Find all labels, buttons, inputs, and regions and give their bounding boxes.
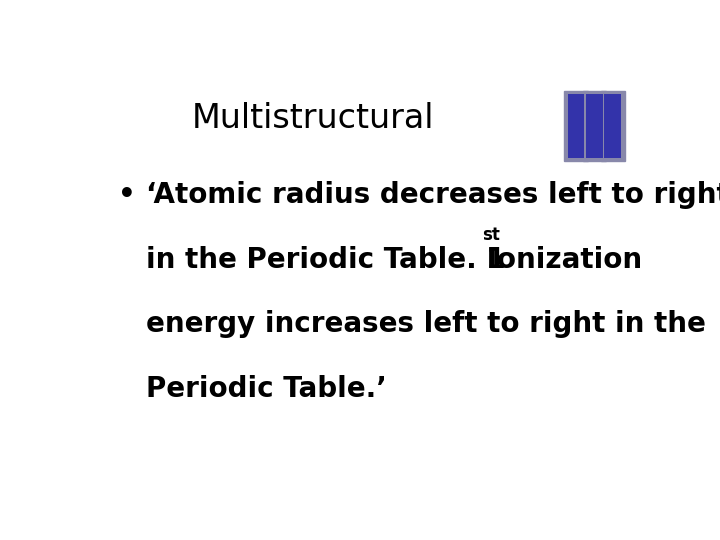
Text: in the Periodic Table. 1: in the Periodic Table. 1	[145, 246, 505, 274]
Bar	[564, 91, 588, 161]
Text: Periodic Table.’: Periodic Table.’	[145, 375, 387, 403]
Bar	[586, 94, 603, 158]
Text: energy increases left to right in the: energy increases left to right in the	[145, 310, 706, 338]
Bar	[582, 91, 606, 161]
Bar	[567, 94, 585, 158]
Text: Multistructural: Multistructural	[192, 102, 434, 135]
Text: •: •	[118, 181, 135, 209]
Text: ‘Atomic radius decreases left to right: ‘Atomic radius decreases left to right	[145, 181, 720, 209]
Text: Ionization: Ionization	[477, 246, 642, 274]
Bar	[605, 94, 621, 158]
Text: st: st	[482, 226, 500, 244]
Bar	[601, 91, 624, 161]
